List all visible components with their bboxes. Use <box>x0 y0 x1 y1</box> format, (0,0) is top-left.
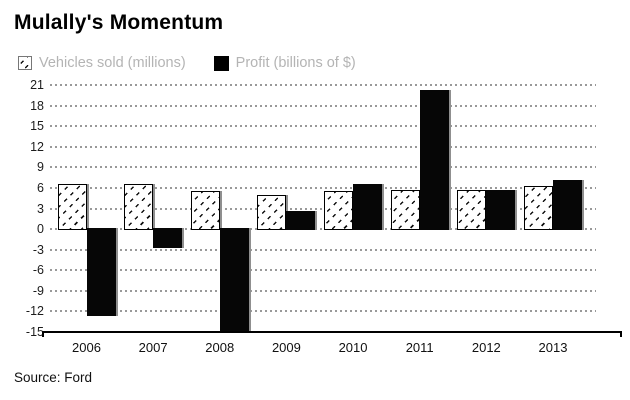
x-axis-label-2013: 2013 <box>538 340 568 355</box>
source-note: Source: Ford <box>14 370 93 385</box>
gridline-y-3 <box>50 248 596 251</box>
x-axis-label-2007: 2007 <box>138 340 168 355</box>
x-axis-label-2006: 2006 <box>72 340 101 355</box>
y-axis-label: 18 <box>30 98 44 113</box>
x-axis-label-2009: 2009 <box>271 340 301 355</box>
vehicles-bar-2012 <box>457 189 487 231</box>
profit-bar-2010 <box>353 183 383 231</box>
profit-bar-2012 <box>486 189 516 231</box>
profit-bar-2013 <box>552 179 582 231</box>
x-axis-line <box>42 331 622 337</box>
gridline-y15 <box>50 125 596 128</box>
x-axis-label-2012: 2012 <box>471 340 501 355</box>
gridline-y9 <box>50 166 596 169</box>
y-axis-label: 12 <box>30 139 44 154</box>
hatched-square-icon <box>18 56 32 70</box>
y-axis-label: 6 <box>37 180 44 195</box>
x-axis-label-2008: 2008 <box>205 340 235 355</box>
profit-bar-2008 <box>219 228 249 331</box>
y-axis-label: 0 <box>37 222 44 237</box>
black-square-icon <box>213 55 229 71</box>
y-axis-label: 21 <box>30 78 44 92</box>
gridline-y12 <box>50 145 596 148</box>
y-axis-label: 9 <box>37 160 44 175</box>
vehicles-bar-2010 <box>324 191 354 231</box>
vehicles-bar-2007 <box>124 183 154 231</box>
y-axis-label: -12 <box>25 304 44 319</box>
y-axis-label: 15 <box>30 119 44 134</box>
profit-bar-2007 <box>153 228 183 248</box>
vehicles-bar-2008 <box>190 191 220 231</box>
y-axis-label: -15 <box>25 325 44 339</box>
legend-item-vehicles: Vehicles sold (millions) <box>18 55 186 71</box>
x-axis-label-2010: 2010 <box>338 340 368 355</box>
profit-bar-2009 <box>286 210 316 231</box>
gridline-y0 <box>50 228 596 231</box>
gridline-y6 <box>50 186 596 189</box>
vehicles-bar-2011 <box>390 189 420 231</box>
gridline-y-6 <box>50 269 596 272</box>
x-axis-label-2011: 2011 <box>405 340 434 355</box>
y-axis-label: 3 <box>37 201 44 216</box>
y-axis-label: -3 <box>32 242 44 257</box>
legend-label-vehicles: Vehicles sold (millions) <box>39 55 186 71</box>
chart-title: Mulally's Momentum <box>14 11 224 34</box>
gridline-y21 <box>50 84 596 86</box>
vehicles-bar-2013 <box>523 185 553 231</box>
legend-item-profit: Profit (billions of $) <box>213 55 356 71</box>
y-axis-label: -9 <box>32 283 44 298</box>
profit-bar-2011 <box>419 90 449 231</box>
legend: Vehicles sold (millions) Profit (billion… <box>18 55 356 71</box>
gridline-y-12 <box>50 310 596 313</box>
vehicles-bar-2006 <box>57 183 87 231</box>
gridline-y18 <box>50 104 596 107</box>
profit-bar-2006 <box>86 228 116 316</box>
legend-label-profit: Profit (billions of $) <box>235 55 356 71</box>
y-axis-label: -6 <box>32 263 44 278</box>
vehicles-bar-2009 <box>257 195 287 231</box>
gridline-y-9 <box>50 289 596 292</box>
gridline-y3 <box>50 207 596 210</box>
